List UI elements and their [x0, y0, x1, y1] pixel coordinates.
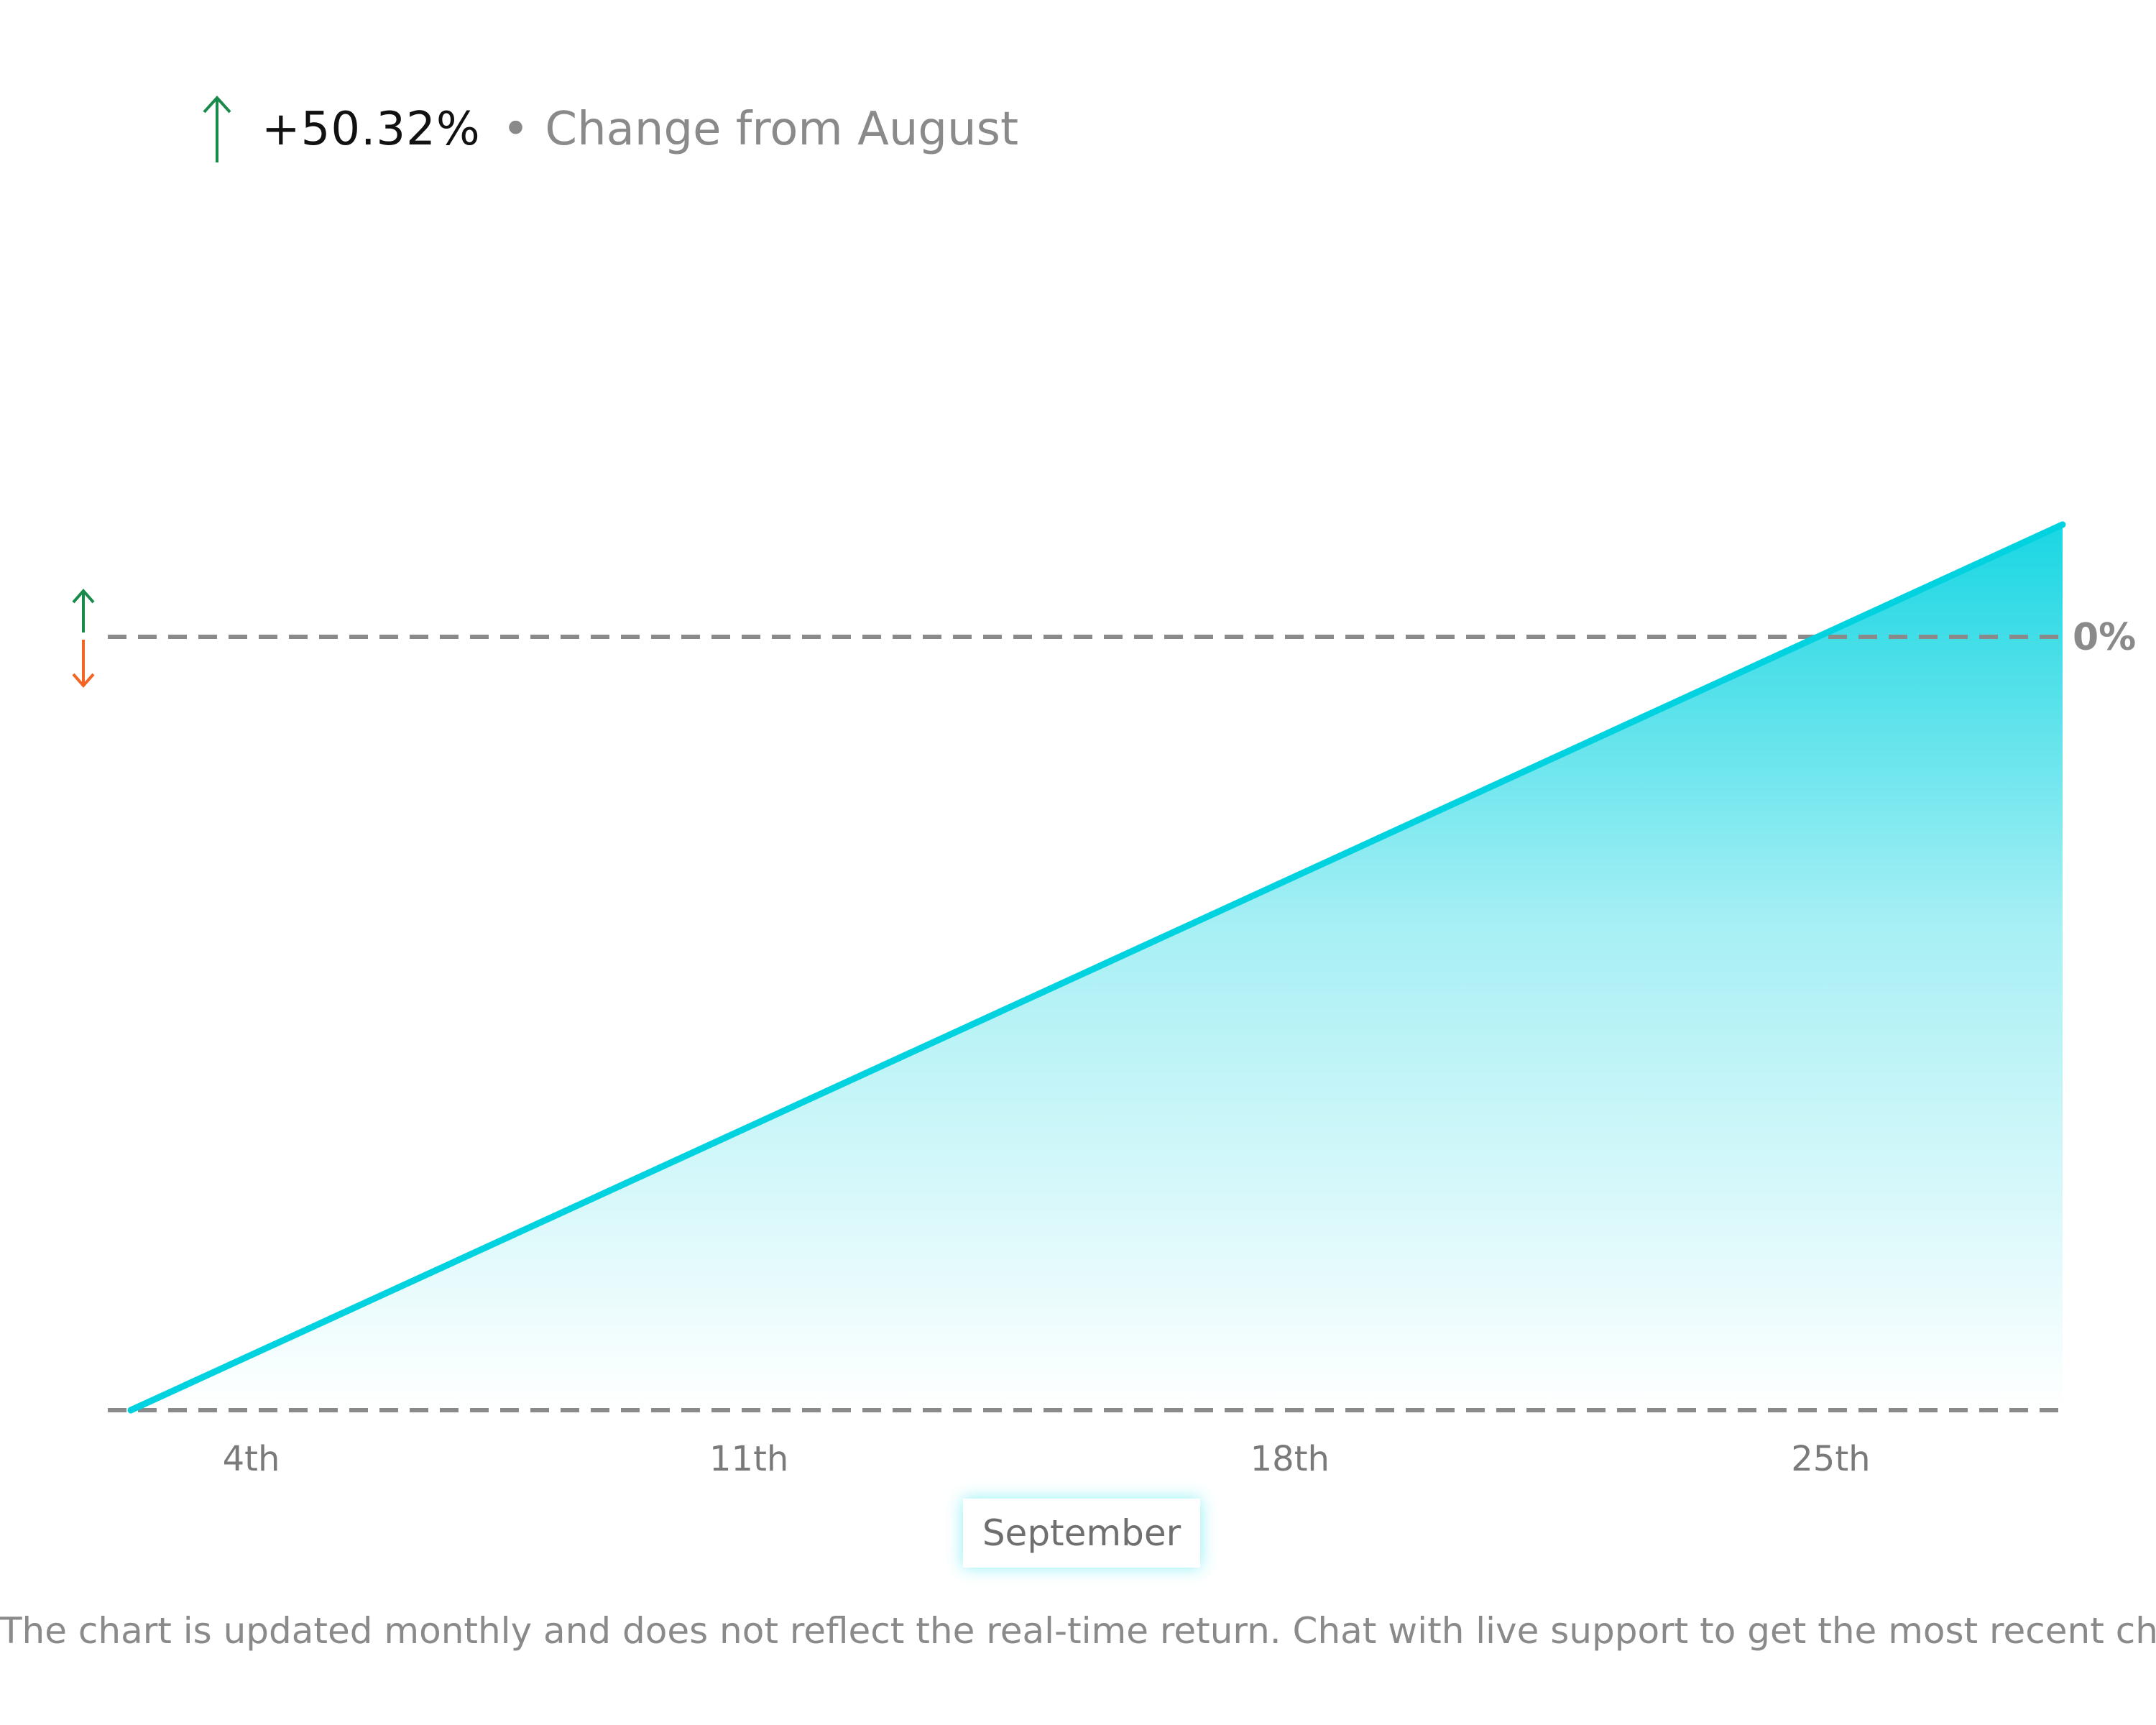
x-axis-ticks: 4th 11th 18th 25th [223, 1439, 1871, 1479]
trend-legend [72, 588, 95, 689]
x-tick-label: 18th [1250, 1439, 1330, 1479]
change-summary: +50.32% • Change from August [201, 86, 1018, 172]
arrow-up-icon [203, 96, 231, 162]
arrow-down-icon [72, 640, 95, 689]
series-line [127, 521, 2066, 1414]
x-tick-label: 25th [1791, 1439, 1870, 1479]
arrow-up-icon [72, 588, 95, 632]
x-tick-label: 11th [709, 1439, 788, 1479]
footnote: The chart is updated monthly and does no… [0, 1610, 2156, 1652]
change-label: Change from August [545, 103, 1019, 156]
month-label: September [963, 1499, 1200, 1568]
zero-reference-label: 0% [2073, 616, 2136, 659]
change-value: +50.32% [262, 103, 481, 156]
separator-dot: • [502, 103, 530, 156]
x-tick-label: 4th [223, 1439, 280, 1479]
